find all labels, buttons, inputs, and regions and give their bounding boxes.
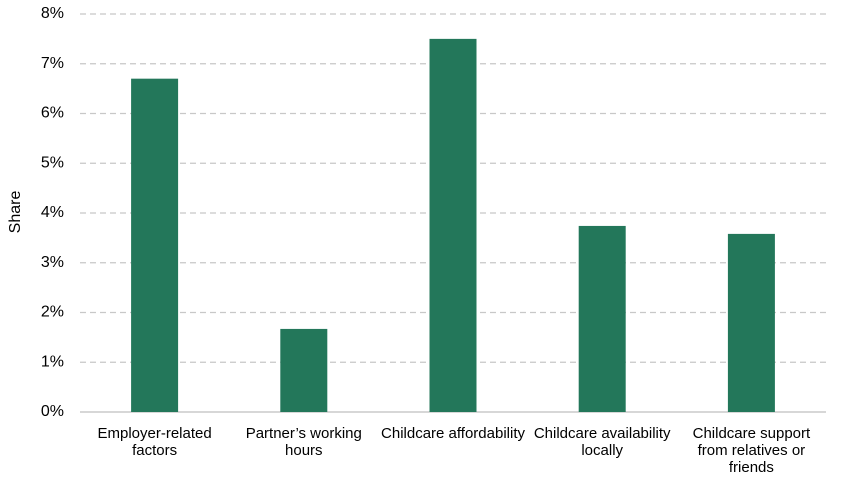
bar	[578, 225, 626, 412]
x-tick-label: Childcare support from relatives or frie…	[692, 425, 811, 476]
y-tick-label: 3%	[41, 254, 64, 271]
bar	[727, 233, 775, 412]
y-tick-label: 5%	[41, 154, 64, 171]
bar	[429, 38, 477, 412]
y-tick-label: 4%	[41, 204, 64, 221]
y-tick-label: 7%	[41, 55, 64, 72]
y-axis-label: Share	[7, 191, 24, 234]
x-tick-label: Employer-related factors	[97, 425, 212, 459]
x-tick-label: Childcare availability locally	[533, 425, 671, 459]
y-tick-label: 2%	[41, 304, 64, 321]
y-tick-label: 0%	[41, 403, 64, 420]
x-tick-label: Childcare affordability	[381, 425, 525, 442]
y-tick-label: 1%	[41, 353, 64, 370]
y-tick-label: 6%	[41, 105, 64, 122]
bar	[131, 78, 179, 413]
bar	[280, 328, 328, 412]
x-tick-label: Partner’s working hours	[245, 425, 362, 459]
y-tick-label: 8%	[41, 5, 64, 22]
